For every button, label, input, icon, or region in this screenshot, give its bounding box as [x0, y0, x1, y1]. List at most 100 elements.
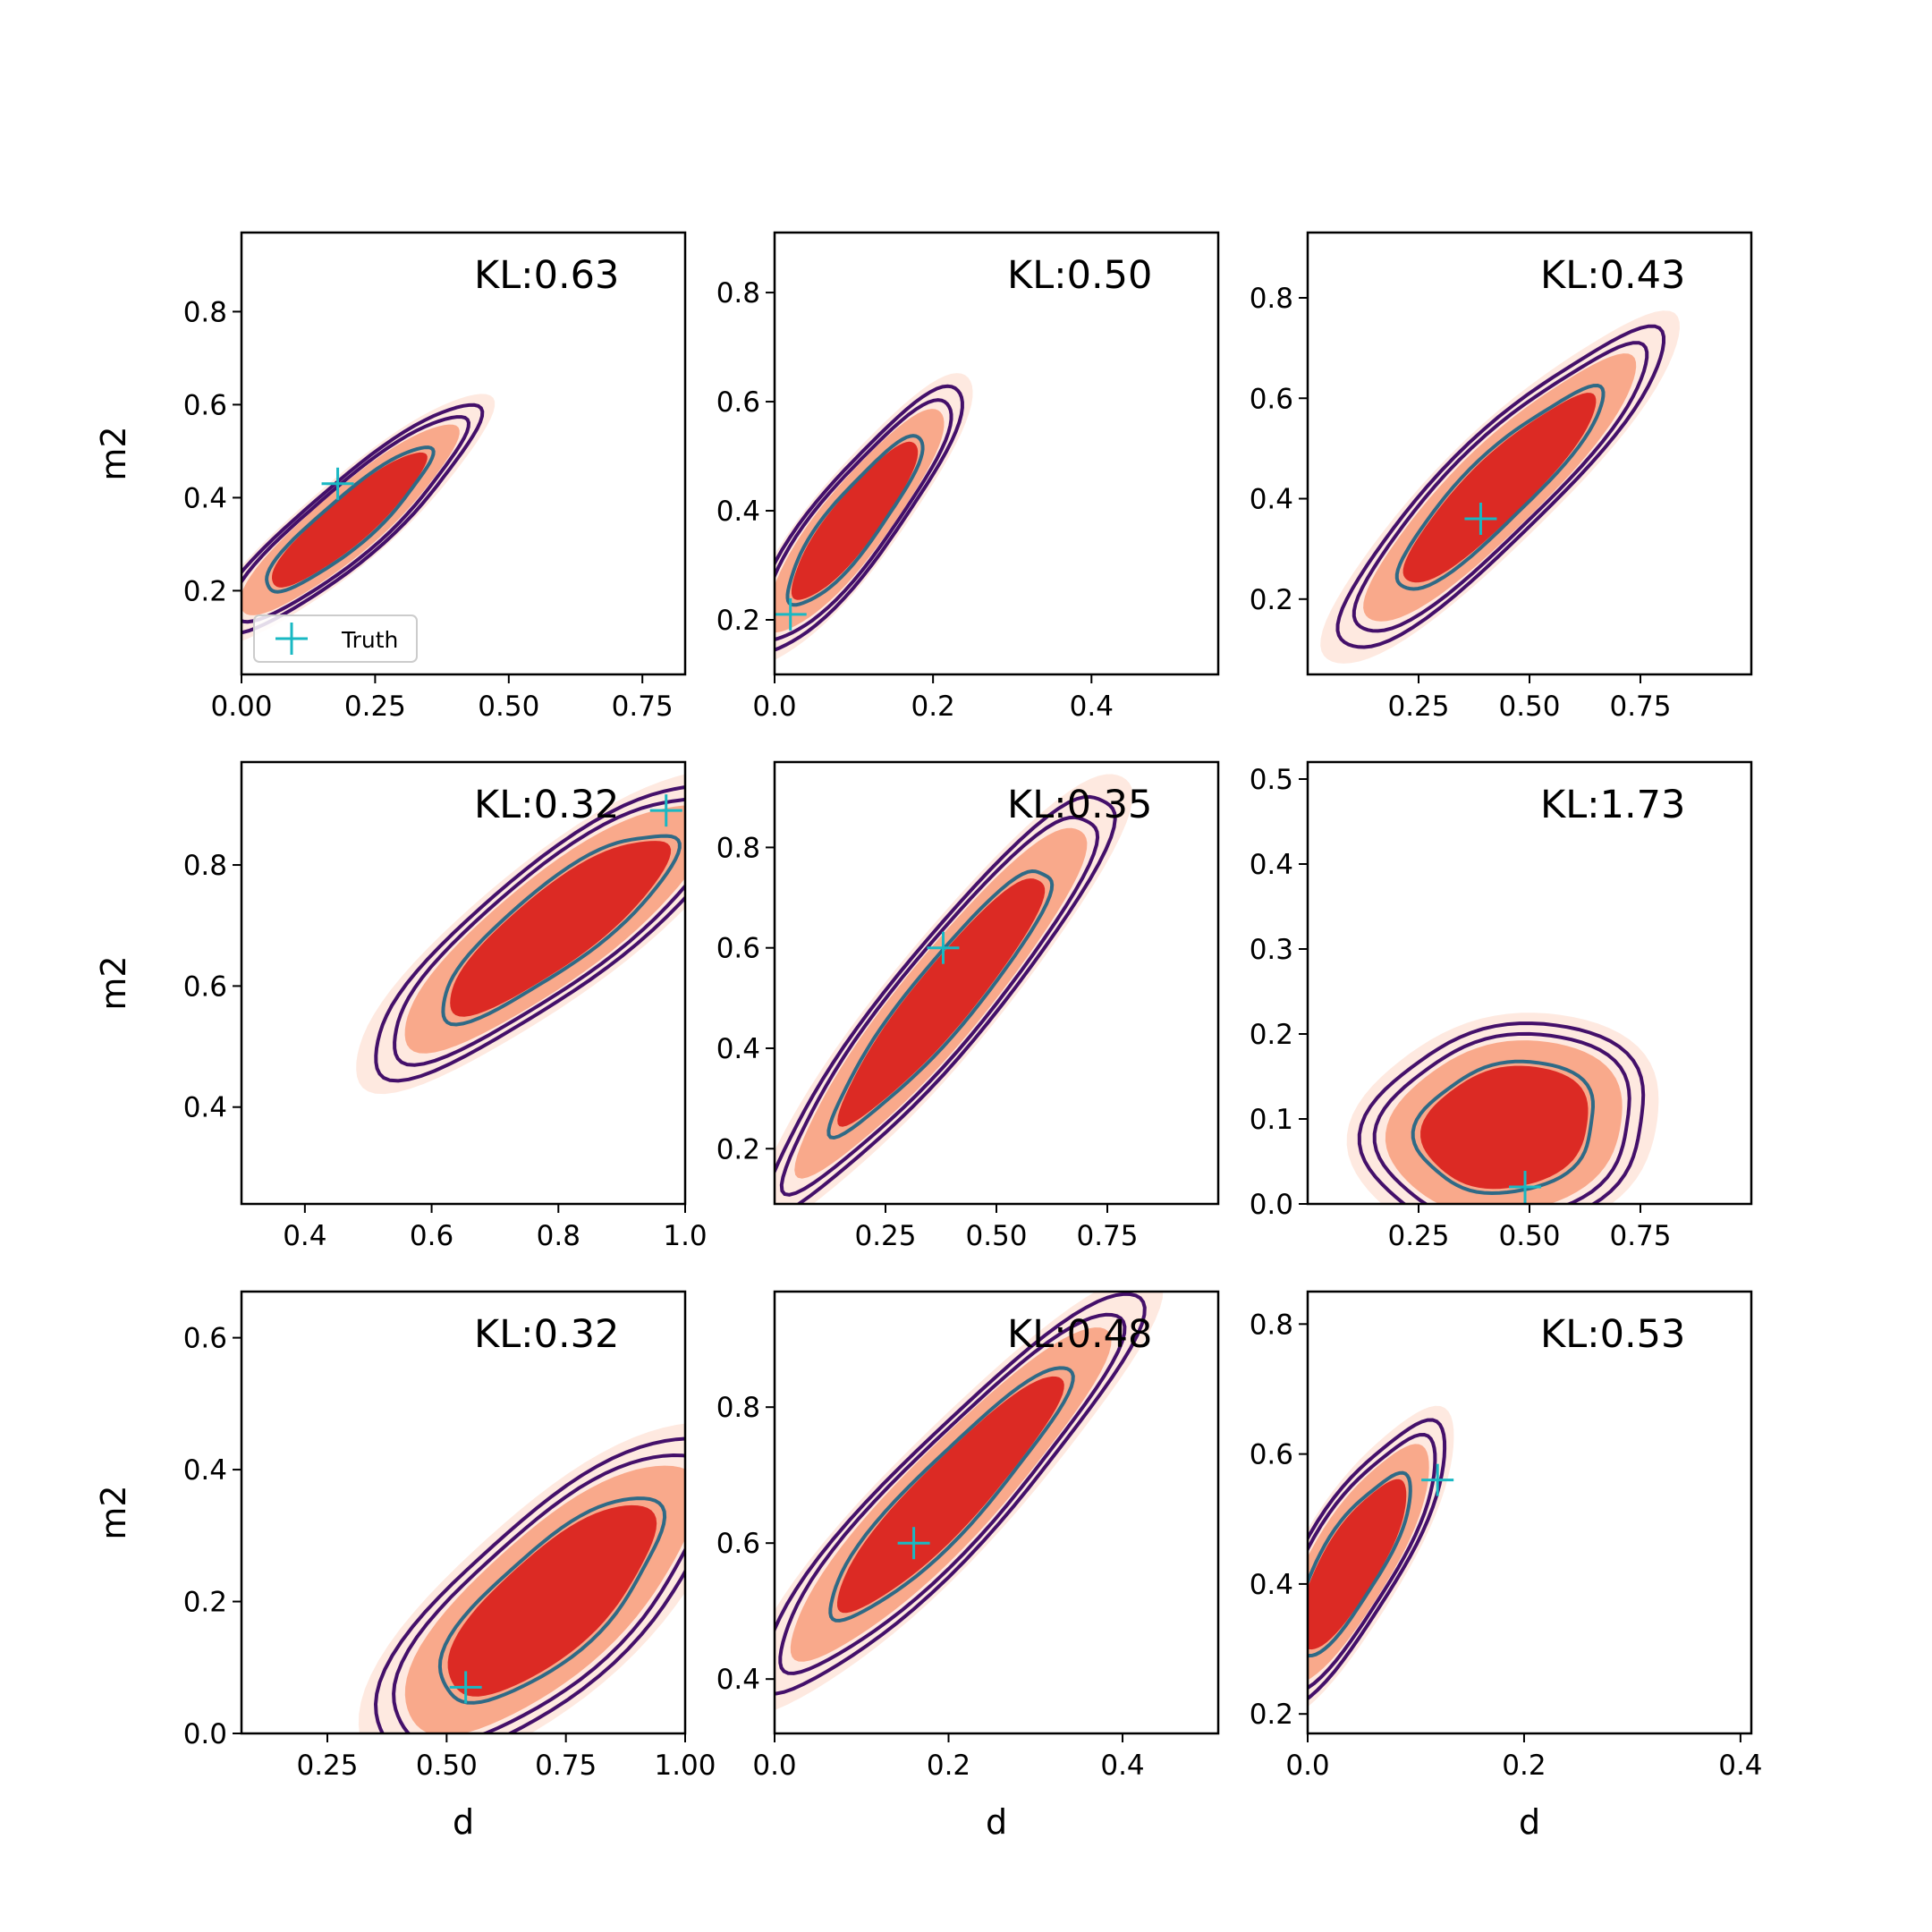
y-tick-label: 0.2 — [183, 575, 227, 607]
contour-line-middle — [779, 815, 1100, 1197]
x-tick-label: 1.0 — [663, 1220, 707, 1252]
y-tick-label: 0.4 — [183, 1092, 227, 1124]
contour-line-outer — [373, 1436, 685, 1733]
x-tick-label: 0.75 — [535, 1750, 597, 1782]
y-tick-label: 0.4 — [716, 1664, 760, 1696]
x-tick-label: 0.2 — [927, 1750, 970, 1782]
y-tick-label: 0.6 — [1250, 383, 1293, 415]
x-tick-label: 0.6 — [410, 1220, 453, 1252]
x-tick-label: 0.75 — [1609, 1220, 1671, 1252]
panel-1: 0.00 0.25 0.50 0.75 0.2 0.4 0.6 0.8 KL:0.63 m2 Tru… — [94, 231, 687, 723]
y-tick-label: 0.6 — [183, 389, 227, 421]
x-tick-label: 0.25 — [1387, 691, 1449, 723]
density-fill-inner — [1420, 1065, 1589, 1190]
y-tick-label: 0.8 — [183, 850, 227, 882]
contour-line-middle — [1308, 1432, 1437, 1690]
x-tick-label: 0.4 — [1070, 691, 1114, 723]
y-tick-label: 0.2 — [183, 1587, 227, 1619]
y-tick-label: 0.4 — [716, 496, 760, 528]
y-tick-label: 0.8 — [1250, 1309, 1293, 1341]
contour-line-outer — [1335, 324, 1665, 649]
panel-5: 0.25 0.50 0.75 0.2 0.4 0.6 0.8 KL:0.35 — [716, 760, 1220, 1252]
contour-line-inner — [265, 445, 436, 594]
panel-4: 0.4 0.6 0.8 1.0 0.4 0.6 0.8 KL:0.32 m2 — [94, 760, 708, 1252]
density-fill-inner — [447, 1504, 657, 1697]
x-axis-label: d — [453, 1802, 474, 1842]
contour-line-inner — [828, 1366, 1075, 1623]
density-fill-inner — [450, 841, 672, 1017]
x-tick-label: 0.4 — [1718, 1750, 1762, 1782]
legend-label: Truth — [341, 627, 398, 653]
truth-marker — [1464, 502, 1497, 535]
kl-annotation: KL:0.43 — [1540, 253, 1685, 298]
x-tick-label: 0.4 — [1100, 1750, 1144, 1782]
y-tick-label: 0.0 — [183, 1718, 227, 1750]
panel-9: 0.0 0.2 0.4 0.2 0.4 0.6 0.8 KL:0.53 d — [1250, 1290, 1763, 1842]
y-tick-label: 0.8 — [716, 832, 760, 864]
y-tick-label: 0.2 — [1250, 1699, 1293, 1731]
kl-annotation: KL:0.48 — [1007, 1312, 1152, 1357]
x-tick-label: 0.2 — [1502, 1750, 1546, 1782]
x-axis-label: d — [1519, 1802, 1540, 1842]
contour-line-middle — [1352, 341, 1649, 633]
y-tick-label: 0.6 — [183, 970, 227, 1003]
y-tick-label: 0.6 — [716, 386, 760, 419]
panel-6: 0.25 0.50 0.75 0.0 0.1 0.2 0.3 0.4 0.5 KL:1.73 — [1250, 760, 1753, 1252]
contour-line-outer — [242, 402, 485, 635]
kl-annotation: KL:0.53 — [1540, 1312, 1685, 1357]
panel-8: 0.0 0.2 0.4 0.4 0.6 0.8 KL:0.48 d — [716, 1290, 1220, 1842]
contour-line-middle — [775, 398, 953, 641]
contour-line-outer — [1357, 1021, 1646, 1204]
y-axis-label: m2 — [94, 426, 133, 480]
density-fill-inner — [1402, 393, 1597, 583]
x-tick-label: 0.0 — [1285, 1750, 1329, 1782]
contour-line-inner — [441, 834, 682, 1027]
panel-7: 0.25 0.50 0.75 1.00 0.0 0.2 0.4 0.6 KL:0.32 m2 d — [94, 1290, 716, 1842]
axes-frame — [240, 760, 687, 1206]
y-tick-label: 0.4 — [1250, 484, 1293, 516]
contour-line-outer — [374, 784, 685, 1083]
x-tick-label: 0.50 — [1498, 691, 1560, 723]
y-axis-label: m2 — [94, 1485, 133, 1539]
contour-line-outer — [775, 794, 1117, 1204]
axes-frame — [1306, 1290, 1753, 1735]
x-tick-label: 0.75 — [1609, 691, 1671, 723]
density-fill-inner — [791, 441, 919, 600]
density-fill-inner — [1308, 1479, 1407, 1650]
y-tick-label: 0.8 — [183, 296, 227, 328]
contour-line-inner — [437, 1496, 667, 1705]
contour-line-inner — [1411, 1059, 1596, 1196]
density-fill-inner — [272, 452, 428, 588]
axes-frame — [240, 1290, 687, 1735]
axes-frame — [773, 231, 1220, 676]
contour-line-outer — [775, 1292, 1147, 1696]
y-tick-label: 0.6 — [716, 1528, 760, 1560]
contour-line-inner — [785, 434, 925, 607]
y-tick-label: 0.2 — [716, 1133, 760, 1165]
y-tick-label: 0.4 — [1250, 1569, 1293, 1601]
y-tick-label: 0.0 — [1250, 1189, 1293, 1221]
y-tick-label: 0.5 — [1250, 764, 1293, 796]
truth-marker — [897, 1527, 930, 1560]
y-tick-label: 0.8 — [1250, 283, 1293, 315]
truth-marker — [1421, 1463, 1454, 1496]
kl-annotation: KL:0.32 — [474, 1312, 619, 1357]
truth-marker — [1509, 1171, 1542, 1203]
y-tick-label: 0.2 — [716, 605, 760, 637]
panel-3: 0.25 0.50 0.75 0.2 0.4 0.6 0.8 KL:0.43 — [1250, 231, 1753, 723]
contour-line-middle — [242, 415, 471, 624]
kl-annotation: KL:1.73 — [1540, 783, 1685, 827]
x-tick-label: 0.25 — [344, 691, 406, 723]
truth-marker — [927, 931, 960, 964]
x-tick-label: 0.00 — [210, 691, 272, 723]
truth-marker — [449, 1671, 482, 1704]
x-tick-label: 0.4 — [283, 1220, 326, 1252]
x-tick-label: 0.25 — [296, 1750, 358, 1782]
x-tick-label: 1.00 — [654, 1750, 716, 1782]
x-tick-label: 0.75 — [612, 691, 674, 723]
x-tick-label: 0.25 — [1387, 1220, 1449, 1252]
x-tick-label: 0.75 — [1076, 1220, 1138, 1252]
y-tick-label: 0.4 — [716, 1033, 760, 1065]
truth-marker — [321, 467, 354, 500]
panel-2: 0.0 0.2 0.4 0.2 0.4 0.6 0.8 KL:0.50 — [716, 231, 1220, 723]
